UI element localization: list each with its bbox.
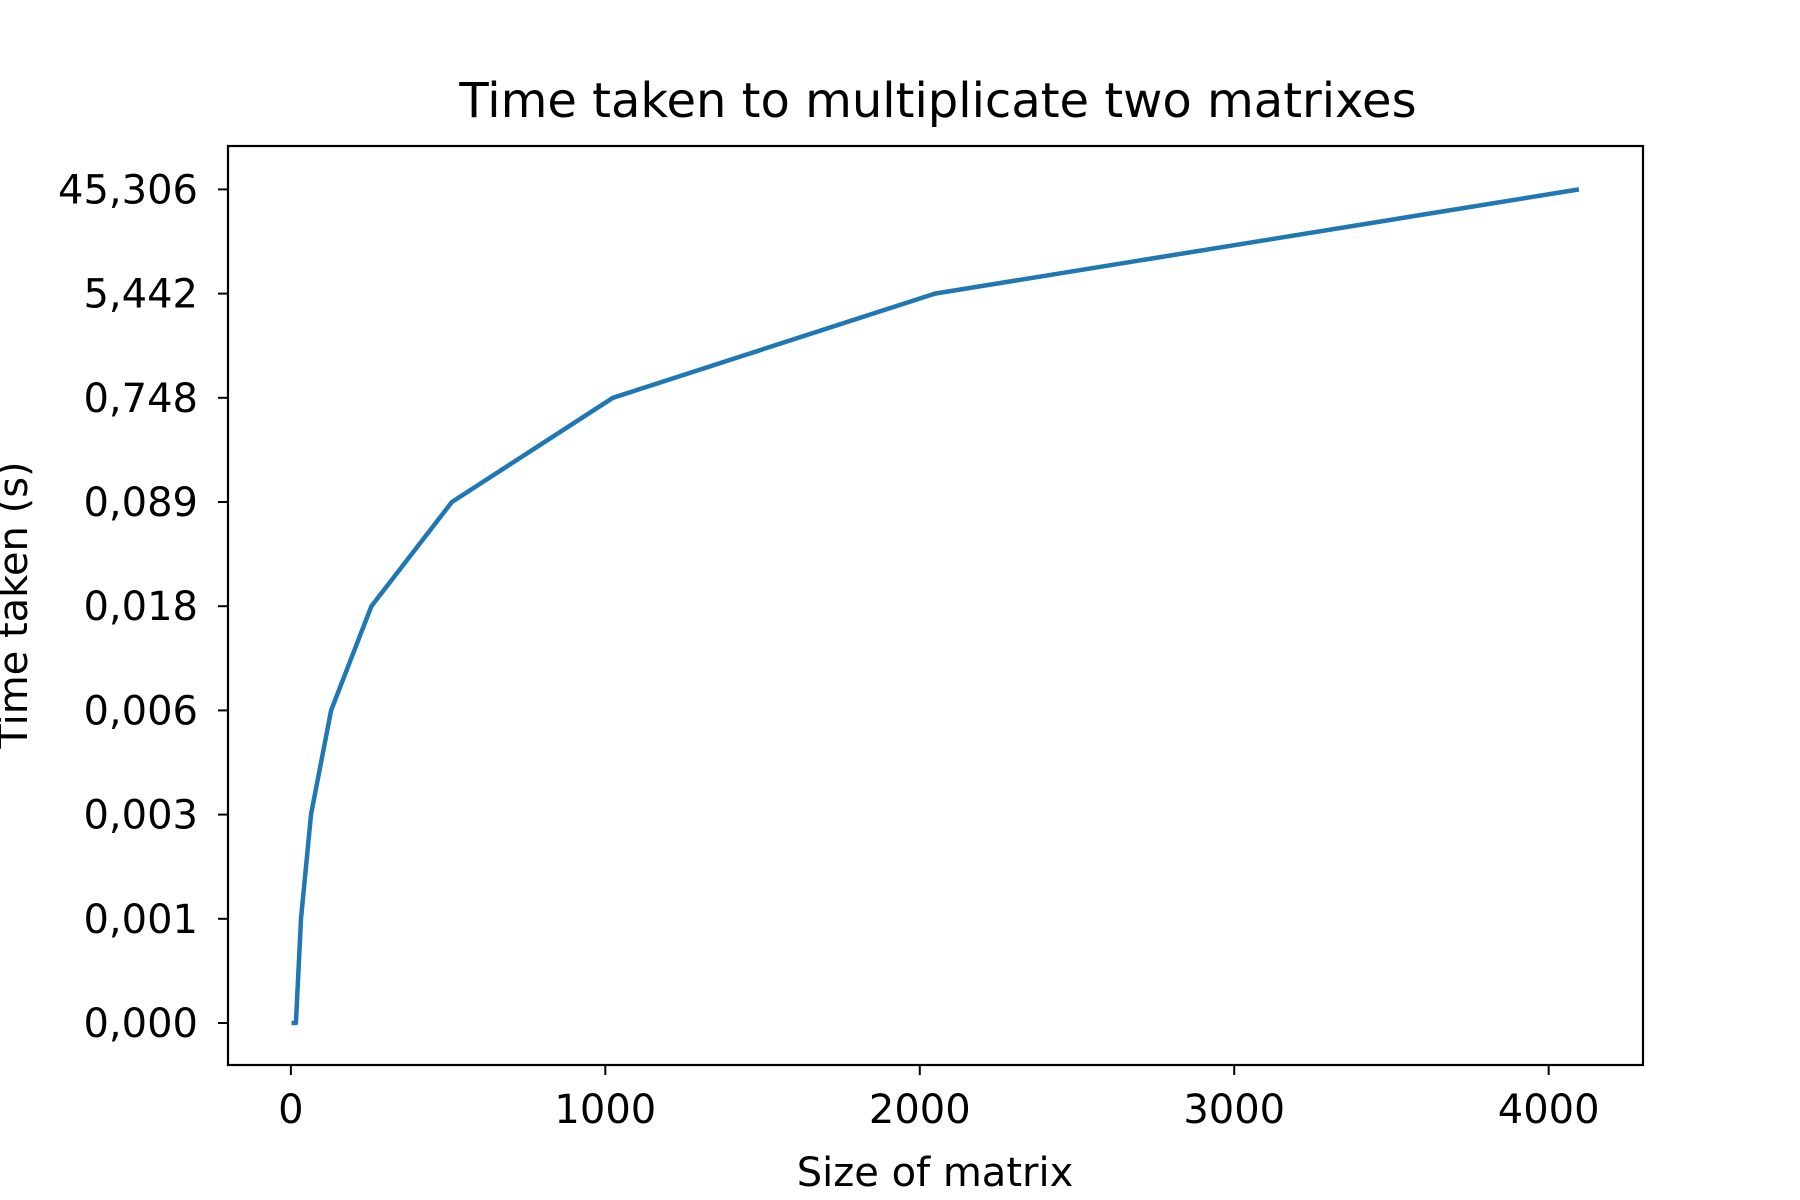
- x-tick-label: 3000: [1183, 1087, 1285, 1133]
- y-axis: 0,000 0,001 0,003 0,006 0,018 0,089 0,748 5,442…: [58, 167, 228, 1047]
- y-tick-label: 0,000: [83, 1001, 198, 1047]
- x-tick-label: 4000: [1498, 1087, 1600, 1133]
- y-tick-label: 45,306: [58, 167, 198, 213]
- y-tick-label: 0,003: [83, 793, 198, 839]
- x-axis-title: Size of matrix: [797, 1150, 1073, 1196]
- plot-area-frame: [226, 144, 1645, 1067]
- y-tick-label: 0,001: [83, 897, 198, 943]
- x-tick-label: 0: [278, 1087, 303, 1133]
- y-tick-label: 0,006: [83, 688, 198, 734]
- y-tick-label: 0,089: [83, 480, 198, 526]
- x-axis: 0 1000 2000 3000 4000: [278, 1065, 1600, 1133]
- y-tick-label: 0,018: [83, 584, 198, 630]
- series-line: [289, 187, 1580, 1026]
- series-layer: [289, 187, 1580, 1026]
- y-tick-label: 5,442: [83, 272, 198, 318]
- y-tick-label: 0,748: [83, 376, 198, 422]
- chart-title: Time taken to multiplicate two matrixes: [458, 73, 1416, 129]
- y-axis-title: Time taken (s): [0, 461, 37, 749]
- x-tick-label: 2000: [869, 1087, 971, 1133]
- x-tick-label: 1000: [554, 1087, 656, 1133]
